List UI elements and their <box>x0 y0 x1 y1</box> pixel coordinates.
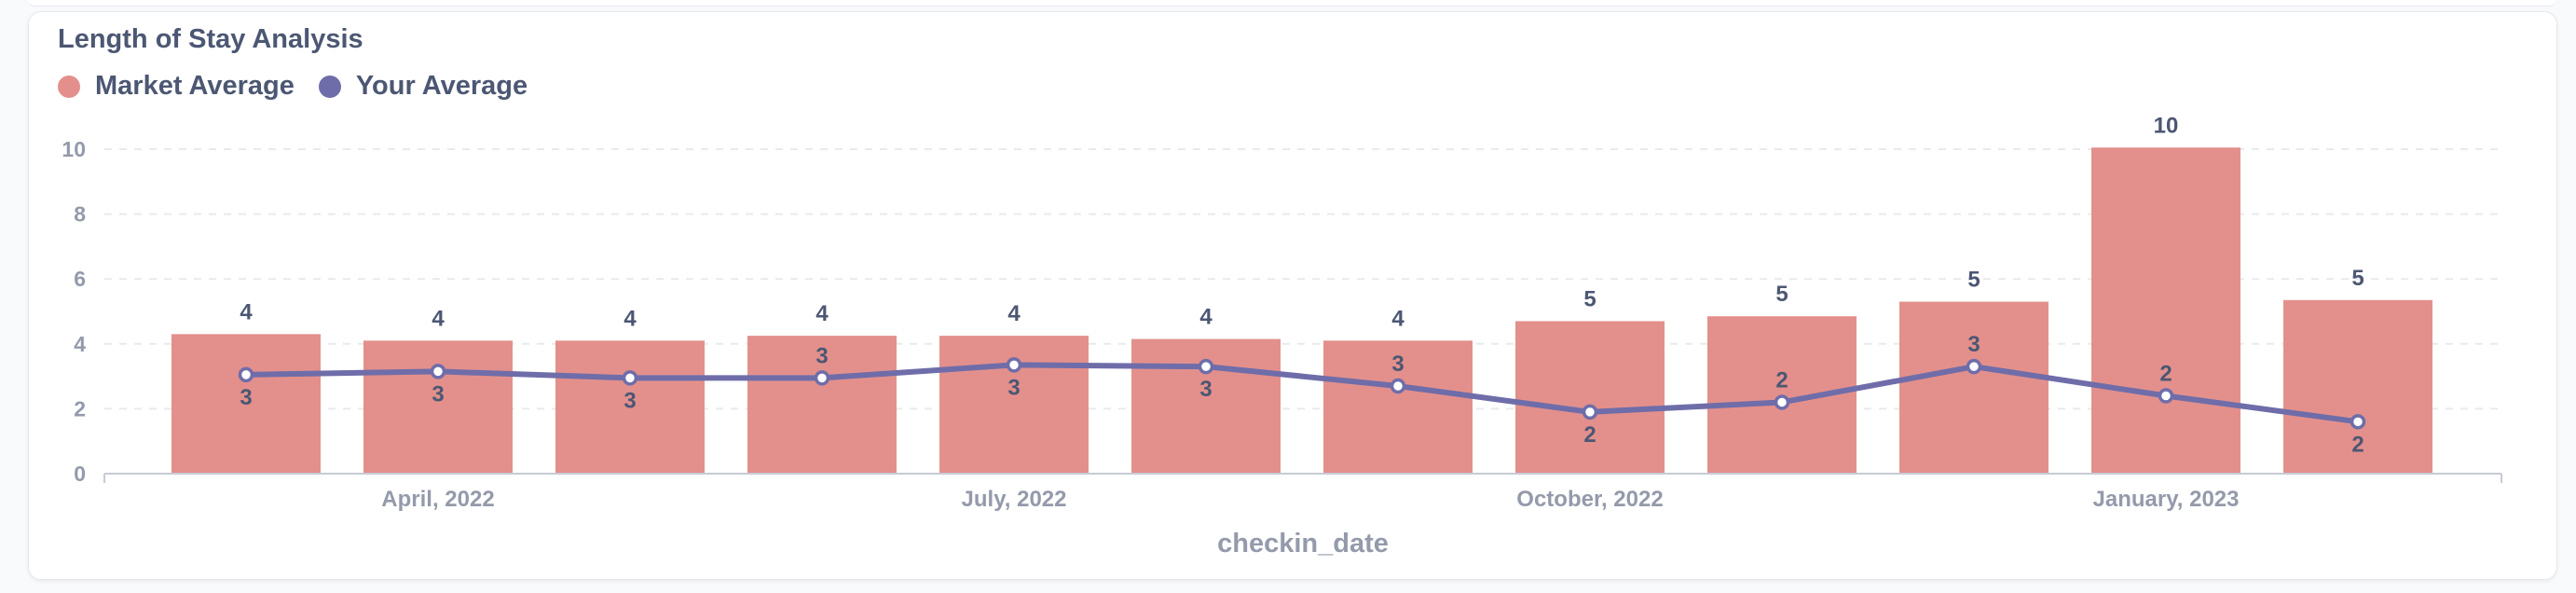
line-point-your-average <box>622 370 638 386</box>
bar-data-label: 5 <box>1967 268 1980 293</box>
x-tick-label: January, 2023 <box>2093 487 2240 512</box>
legend-label-your-average: Your Average <box>355 71 528 101</box>
bar-data-label: 4 <box>623 306 637 331</box>
bar-market-average <box>2091 147 2240 474</box>
bar-data-label: 4 <box>1007 301 1021 326</box>
bar-data-label: 4 <box>1391 306 1404 331</box>
bar-market-average <box>939 336 1089 474</box>
bar-data-label: 4 <box>240 299 253 324</box>
y-tick-label: 0 <box>74 462 86 486</box>
line-point-your-average <box>1774 394 1790 410</box>
chart-title: Length of Stay Analysis <box>58 24 363 54</box>
bar-market-average <box>1323 340 1473 474</box>
y-tick-label: 2 <box>74 396 86 421</box>
line-point-your-average <box>1966 358 1982 375</box>
line-point-your-average <box>1198 358 1214 375</box>
bar-market-average <box>1515 321 1665 474</box>
bar-data-label: 5 <box>2351 266 2364 291</box>
legend-item-your-average[interactable]: Your Average <box>318 71 528 102</box>
x-axis-title: checkin_date <box>1217 529 1389 559</box>
line-data-label: 3 <box>1391 352 1404 377</box>
line-data-label: 2 <box>2351 432 2364 457</box>
line-data-label: 3 <box>1967 332 1980 357</box>
line-point-your-average <box>2350 414 2366 430</box>
line-point-your-average <box>1390 378 1406 394</box>
bar-market-average <box>747 336 897 474</box>
chart-legend: Market Average Your Average <box>58 71 552 102</box>
bar-data-label: 10 <box>2154 113 2179 138</box>
bar-market-average <box>2283 299 2432 474</box>
line-data-label: 3 <box>1007 375 1020 400</box>
legend-dot-market-average <box>58 75 80 98</box>
bar-market-average <box>555 340 705 474</box>
bar-market-average <box>363 340 513 474</box>
x-tick-label: July, 2022 <box>962 487 1067 512</box>
bar-data-label: 5 <box>1775 282 1788 307</box>
y-tick-label: 10 <box>62 137 86 161</box>
previous-card-edge <box>28 0 2555 7</box>
y-tick-label: 6 <box>74 267 86 291</box>
line-point-your-average <box>238 366 254 383</box>
line-your-average <box>243 362 2361 425</box>
line-data-label: 3 <box>432 381 444 407</box>
y-tick-label: 4 <box>74 332 86 356</box>
line-point-your-average <box>430 364 446 379</box>
y-tick-label: 8 <box>74 202 86 227</box>
legend-dot-your-average <box>318 75 341 98</box>
legend-label-market-average: Market Average <box>95 71 295 101</box>
line-data-label: 3 <box>1199 377 1212 402</box>
bar-market-average <box>1899 301 2048 474</box>
line-point-your-average <box>2158 388 2174 404</box>
line-data-label: 3 <box>240 385 252 410</box>
line-data-label: 2 <box>1775 367 1788 393</box>
line-data-label: 3 <box>623 388 636 413</box>
legend-item-market-average[interactable]: Market Average <box>58 71 295 102</box>
line-data-label: 2 <box>1583 422 1596 448</box>
x-tick-label: October, 2022 <box>1516 487 1663 512</box>
line-point-your-average <box>1582 404 1598 421</box>
bar-data-label: 4 <box>432 306 445 331</box>
line-data-label: 2 <box>2159 361 2172 386</box>
line-point-your-average <box>814 370 830 386</box>
x-tick-label: April, 2022 <box>381 487 494 512</box>
bar-data-label: 5 <box>1583 286 1596 311</box>
line-point-your-average <box>1006 357 1022 373</box>
bar-data-label: 4 <box>815 301 829 326</box>
line-data-label: 3 <box>815 343 828 368</box>
bar-market-average <box>171 334 321 474</box>
bar-data-label: 4 <box>1199 305 1213 330</box>
